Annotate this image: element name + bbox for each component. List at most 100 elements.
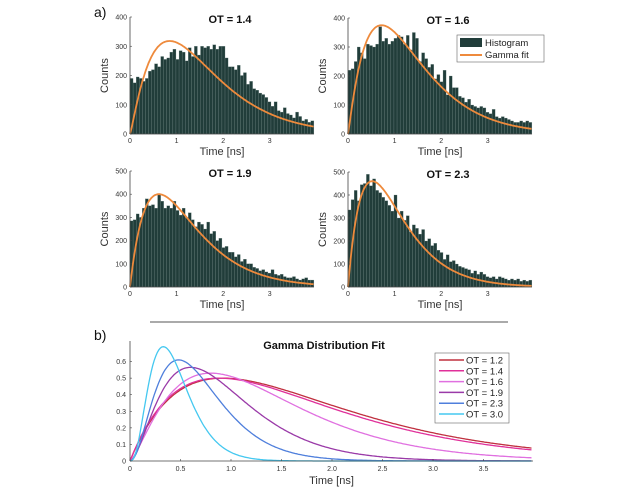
histogram-bar	[375, 190, 379, 288]
x-tick-label: 3	[268, 138, 272, 145]
y-tick-label: 0	[341, 132, 345, 139]
histogram-bar	[298, 116, 302, 135]
histogram-bar	[403, 43, 407, 135]
x-tick-label: 1	[175, 138, 179, 145]
legend-label: OT = 1.4	[466, 366, 503, 377]
legend-b: OT = 1.2OT = 1.4OT = 1.6OT = 1.9OT = 2.3…	[434, 352, 510, 424]
histogram-bar	[461, 267, 465, 288]
y-tick-label: 200	[333, 74, 345, 81]
y-tick-label: 0	[123, 285, 127, 292]
y-tick-label: 0.1	[116, 442, 126, 449]
histogram-bar	[396, 217, 401, 288]
histogram-bar	[507, 279, 511, 288]
histogram-bar	[415, 38, 419, 135]
histogram-bar	[369, 185, 373, 288]
panel-title: OT = 2.3	[426, 169, 469, 181]
histogram-bar	[372, 178, 376, 288]
histogram-bar	[467, 99, 471, 135]
histogram-bar	[252, 267, 256, 288]
histogram-bar	[203, 47, 207, 135]
histogram-bar	[310, 120, 315, 135]
histogram-bar	[458, 266, 462, 288]
histogram-bar	[301, 120, 305, 135]
histogram-bar	[181, 51, 186, 135]
x-tick-label: 2	[439, 138, 443, 145]
y-tick-label: 400	[115, 15, 127, 22]
x-tick-label: 1	[175, 291, 179, 298]
panel-title: OT = 1.9	[208, 168, 251, 180]
panel-label-b: b)	[94, 327, 106, 343]
x-tick-label: 2.5	[378, 466, 388, 473]
series-line-0	[129, 377, 532, 462]
y-axis-label: Counts	[99, 211, 111, 246]
legend-label: OT = 2.3	[466, 399, 503, 410]
histogram-bar	[304, 119, 308, 135]
histogram-bar	[375, 43, 379, 135]
histogram-bar	[237, 254, 241, 288]
x-tick-label: 0	[346, 291, 350, 298]
histogram-bar	[390, 41, 395, 135]
histogram-bar	[412, 32, 416, 135]
histogram-bar	[136, 213, 140, 288]
histogram-bar	[360, 52, 364, 135]
x-tick-label: 0	[128, 291, 132, 298]
legend-a: Histogram Gamma fit	[456, 34, 545, 63]
histogram-bar	[227, 252, 232, 288]
histogram-bar	[234, 256, 238, 288]
histogram-bar	[427, 67, 431, 135]
x-tick-label: 0	[128, 466, 132, 473]
histogram-bar	[455, 87, 459, 135]
panel-label-a: a)	[94, 4, 106, 20]
histogram-bar	[384, 38, 388, 135]
histogram-bar	[166, 57, 170, 135]
histogram-bar	[194, 226, 198, 288]
series-line-1	[129, 377, 532, 462]
histogram-bar	[378, 192, 382, 288]
histogram-bar	[249, 263, 253, 288]
histogram-bar	[142, 81, 146, 135]
histogram-bar	[421, 229, 425, 288]
histogram-bar	[501, 277, 505, 288]
y-tick-label: 300	[115, 215, 127, 222]
histogram-bar	[252, 88, 256, 135]
y-axis-label: Counts	[317, 212, 329, 247]
histogram-bar	[286, 113, 290, 135]
x-tick-label: 3	[486, 291, 490, 298]
histogram-bar	[172, 49, 177, 135]
histogram-bar	[433, 78, 438, 135]
histogram-bar	[178, 50, 183, 135]
histogram-bar	[154, 207, 158, 288]
histogram-bar	[433, 243, 438, 288]
histogram-bar	[507, 119, 511, 135]
histogram-bar	[485, 112, 490, 135]
histogram-bar	[479, 106, 483, 135]
panel-title: OT = 1.6	[426, 15, 469, 27]
histogram-bar	[283, 276, 287, 288]
histogram-bar	[240, 75, 244, 135]
histogram-bar	[277, 110, 281, 135]
histogram-bar	[175, 210, 180, 288]
histogram-bar	[194, 46, 198, 135]
histogram-bar	[366, 174, 370, 288]
histogram-bar	[504, 117, 508, 135]
histogram-bar	[185, 217, 189, 288]
histogram-panel-ot-1-9: 0 1 2 3 0 100 200 300 400 500 Time [ns] Counts OT = …	[99, 168, 315, 311]
histogram-bar	[427, 238, 431, 288]
histogram-bar	[449, 261, 453, 288]
histogram-bar	[292, 117, 296, 135]
histogram-bar	[145, 78, 149, 135]
gamma-fit-curve	[129, 40, 314, 135]
histogram-bar	[495, 116, 499, 135]
histogram-bar	[510, 120, 514, 135]
histogram-bar	[200, 46, 204, 135]
y-tick-label: 300	[333, 45, 345, 52]
histogram-bar	[264, 271, 269, 288]
histogram-bar	[436, 250, 441, 288]
histogram-bar	[488, 113, 493, 135]
histogram-bar	[148, 205, 152, 288]
histogram-bar	[151, 69, 155, 135]
histogram-bar	[246, 263, 250, 288]
histogram-bar	[498, 276, 502, 288]
histogram-bar	[280, 111, 284, 135]
